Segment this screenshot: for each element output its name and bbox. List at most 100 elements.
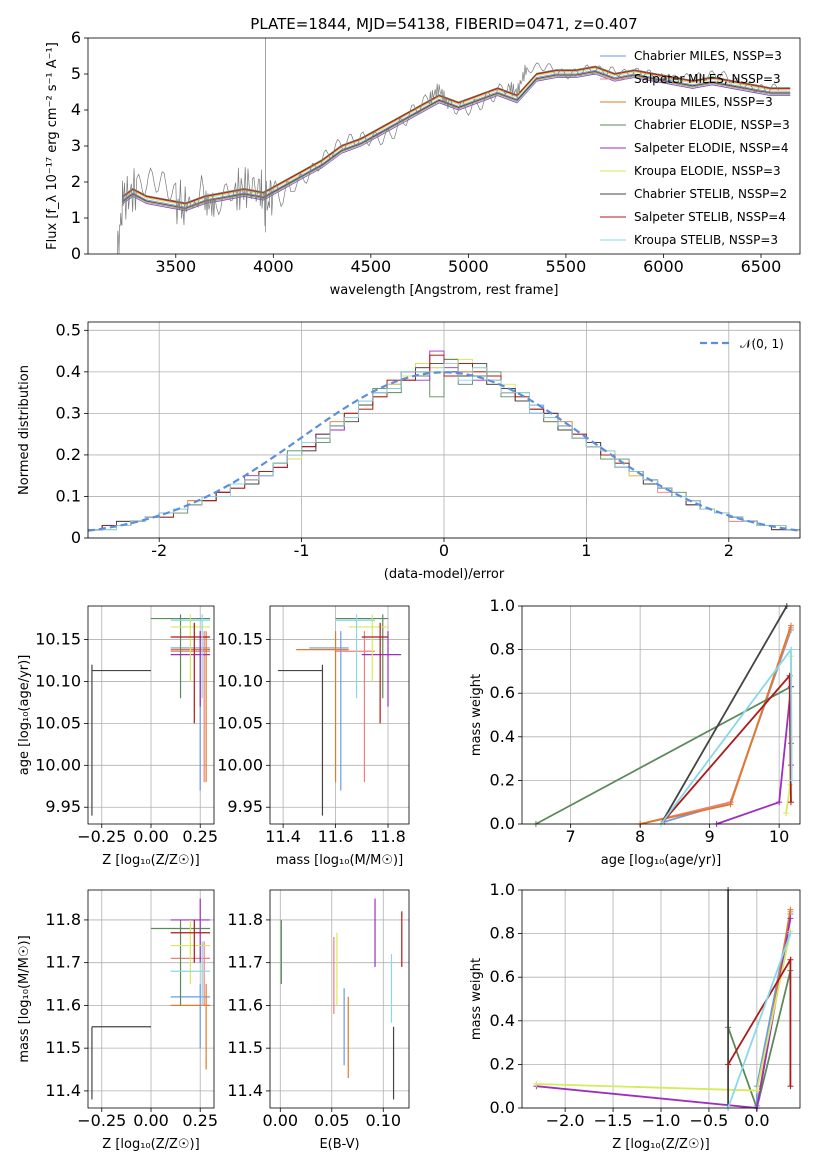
- axes-frame: [521, 889, 801, 1109]
- y-tick-label: 10.15: [35, 630, 81, 649]
- axes-frame: [521, 605, 801, 825]
- x-axis-label: (data-model)/error: [384, 567, 505, 582]
- y-axis-label: Flux [f_λ 10⁻¹⁷ erg cm⁻² s⁻¹ A⁻¹]: [45, 42, 60, 250]
- axes-frame: [87, 321, 801, 539]
- x-tick-label: −2.0: [546, 1111, 585, 1130]
- x-tick-label: 0.25: [182, 827, 218, 846]
- x-tick-label: −1.0: [642, 1111, 681, 1130]
- x-axis-label: Z [log₁₀(Z/Z☉)]: [102, 853, 199, 868]
- axes-frame: [269, 605, 410, 825]
- axes-frame: [269, 889, 410, 1109]
- y-axis-label: age [log₁₀(age/yr)]: [17, 655, 32, 776]
- model-line: [122, 73, 791, 212]
- data-spectrum-line: [116, 62, 779, 255]
- y-tick-label: 11.8: [45, 910, 81, 929]
- legend-label: Salpeter ELODIE, NSSP=4: [634, 141, 789, 155]
- x-tick-label: 0.00: [262, 1111, 298, 1130]
- x-tick-label: 6000: [643, 257, 684, 276]
- x-tick-label: −1.5: [594, 1111, 633, 1130]
- chart-age-vs-mass: 11.4 11.6 11.8 9.95 10.00 10.05 10.10 10.15 mass…: [217, 605, 410, 868]
- x-axis-label: Z [log₁₀(Z/Z☉)]: [612, 1137, 709, 1152]
- plot-area: [116, 38, 791, 255]
- x-tick-label: 8: [635, 827, 645, 846]
- axes: −0.25 0.00 0.25 9.95 10.00 10.05 10.10 10.15 Z […: [17, 605, 218, 868]
- y-tick-label: 0.8: [490, 640, 515, 659]
- y-tick-label: 0.2: [490, 1054, 515, 1073]
- x-axis-label: E(B-V): [319, 1137, 359, 1152]
- plot-area: [533, 887, 794, 1112]
- x-tick-label: 0.05: [314, 1111, 350, 1130]
- x-tick-label: −0.5: [690, 1111, 729, 1130]
- x-tick-label: 11.8: [370, 827, 406, 846]
- y-tick-label: 9.95: [45, 797, 81, 816]
- axes: 7 8 9 10 0.0 0.2 0.4 0.6 0.8 1.0 age [log₁₀(age/yr…: [469, 596, 801, 868]
- y-tick-label: 10.00: [217, 755, 263, 774]
- normal-curve: [87, 371, 801, 532]
- y-tick-label: 11.6: [45, 995, 81, 1014]
- chart-residuals: -2 -1 0 1 2 0 0.1 0.2 0.3 0.4 0.5 (data-model)/erro…: [17, 320, 801, 582]
- model-line: [122, 72, 791, 210]
- x-tick-label: 0.0: [744, 1111, 769, 1130]
- legend: Chabrier MILES, NSSP=3 Salpeter MILES, NS…: [600, 49, 790, 247]
- axes: −0.25 0.00 0.25 11.4 11.5 11.6 11.7 11.8 Z [log₁…: [17, 889, 218, 1152]
- x-axis-label: age [log₁₀(age/yr)]: [601, 853, 722, 868]
- x-tick-label: 3500: [155, 257, 196, 276]
- y-tick-label: 5: [71, 64, 81, 83]
- y-tick-label: 4: [71, 100, 81, 119]
- plot-area: [532, 603, 795, 827]
- y-tick-label: 1.0: [490, 596, 515, 615]
- x-tick-label: 0.00: [133, 1111, 169, 1130]
- x-tick-label: -2: [151, 541, 167, 560]
- y-tick-label: 0.6: [490, 683, 515, 702]
- y-tick-label: 10.10: [217, 671, 263, 690]
- mass-weight-line: [536, 918, 792, 1109]
- grid: [522, 605, 800, 825]
- x-tick-label: 2: [724, 541, 734, 560]
- y-tick-label: 11.6: [227, 995, 263, 1014]
- y-tick-label: 0.6: [490, 967, 515, 986]
- y-tick-label: 0.8: [490, 924, 515, 943]
- grid: [88, 890, 214, 1108]
- y-tick-label: 11.8: [227, 910, 263, 929]
- axes-frame: [87, 37, 801, 255]
- chart-mass-vs-Z: −0.25 0.00 0.25 11.4 11.5 11.6 11.7 11.8 Z [log₁…: [17, 889, 218, 1152]
- y-tick-label: 10.00: [35, 755, 81, 774]
- mass-weight-line: [535, 685, 792, 825]
- x-tick-label: 10: [769, 827, 789, 846]
- x-axis-label: wavelength [Angstrom, rest frame]: [330, 283, 559, 298]
- y-tick-label: 11.4: [227, 1081, 263, 1100]
- axes: 11.4 11.6 11.8 9.95 10.00 10.05 10.10 10.15 mass…: [217, 605, 410, 868]
- y-tick-label: 10.05: [217, 713, 263, 732]
- y-tick-label: 6: [71, 28, 81, 47]
- y-tick-label: 0.5: [56, 320, 81, 339]
- y-tick-label: 1: [71, 208, 81, 227]
- y-tick-label: 10.05: [35, 713, 81, 732]
- y-tick-label: 1.0: [490, 880, 515, 899]
- grid: [270, 890, 409, 1108]
- y-tick-label: 10.15: [217, 630, 263, 649]
- legend-label: Kroupa ELODIE, NSSP=3: [634, 164, 781, 178]
- x-tick-label: −0.25: [77, 1111, 126, 1130]
- model-line: [122, 71, 791, 209]
- y-tick-label: 3: [71, 136, 81, 155]
- x-tick-label: 11.6: [318, 827, 354, 846]
- y-tick-label: 0.2: [56, 445, 81, 464]
- x-tick-label: 5000: [448, 257, 489, 276]
- x-tick-label: -1: [294, 541, 310, 560]
- y-axis-label: mass weight: [469, 674, 484, 756]
- histogram-step: [87, 363, 801, 538]
- axes: 0.00 0.05 0.10 11.4 11.5 11.6 11.7 11.8 E(B-V): [227, 889, 410, 1152]
- figure-title: PLATE=1844, MJD=54138, FIBERID=0471, z=0…: [250, 15, 637, 33]
- x-tick-label: −0.25: [77, 827, 126, 846]
- y-tick-label: 0.3: [56, 403, 81, 422]
- x-tick-label: 0: [439, 541, 449, 560]
- legend-label: Kroupa STELIB, NSSP=3: [634, 233, 778, 247]
- model-line: [122, 68, 791, 206]
- y-tick-label: 11.7: [227, 953, 263, 972]
- x-tick-label: 7: [566, 827, 576, 846]
- chart-mass-vs-EBV: 0.00 0.05 0.10 11.4 11.5 11.6 11.7 11.8 E(B-V): [227, 889, 410, 1152]
- x-tick-label: 1: [581, 541, 591, 560]
- legend-label: Kroupa MILES, NSSP=3: [634, 95, 773, 109]
- mass-weight-line: [639, 627, 792, 825]
